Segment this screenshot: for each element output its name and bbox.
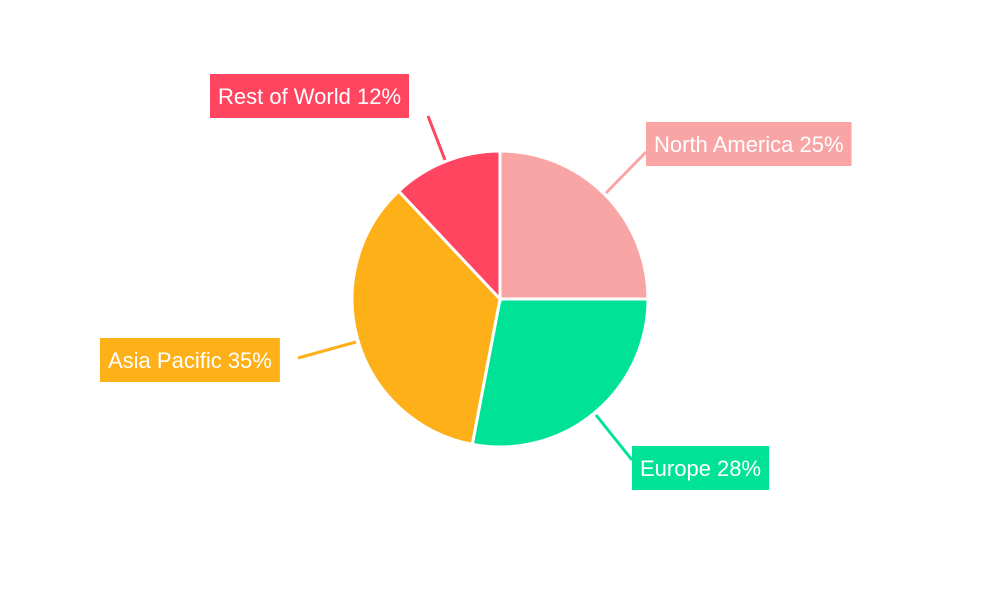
leader-line xyxy=(297,340,357,360)
pie-slice-europe[interactable] xyxy=(470,297,650,449)
pie-labels: North America 25% Europe 28% Asia Pacific … xyxy=(100,74,852,490)
pie-slice-north-america[interactable] xyxy=(498,149,650,301)
label-box xyxy=(100,338,280,382)
label-box xyxy=(632,446,770,490)
pie-slices xyxy=(350,149,650,449)
slice-label: North America 25% xyxy=(654,132,844,157)
leader-line xyxy=(604,150,648,195)
leader-line xyxy=(594,414,634,461)
pie-slice-rest-of-world[interactable] xyxy=(396,149,502,303)
leader-line xyxy=(426,115,447,161)
label-box xyxy=(646,122,852,166)
label-box xyxy=(210,74,410,118)
slice-label: Asia Pacific 35% xyxy=(108,348,272,373)
pie-slice-asia-pacific[interactable] xyxy=(350,188,502,447)
slice-label: Rest of World 12% xyxy=(218,84,401,109)
slice-label: Europe 28% xyxy=(640,456,761,481)
